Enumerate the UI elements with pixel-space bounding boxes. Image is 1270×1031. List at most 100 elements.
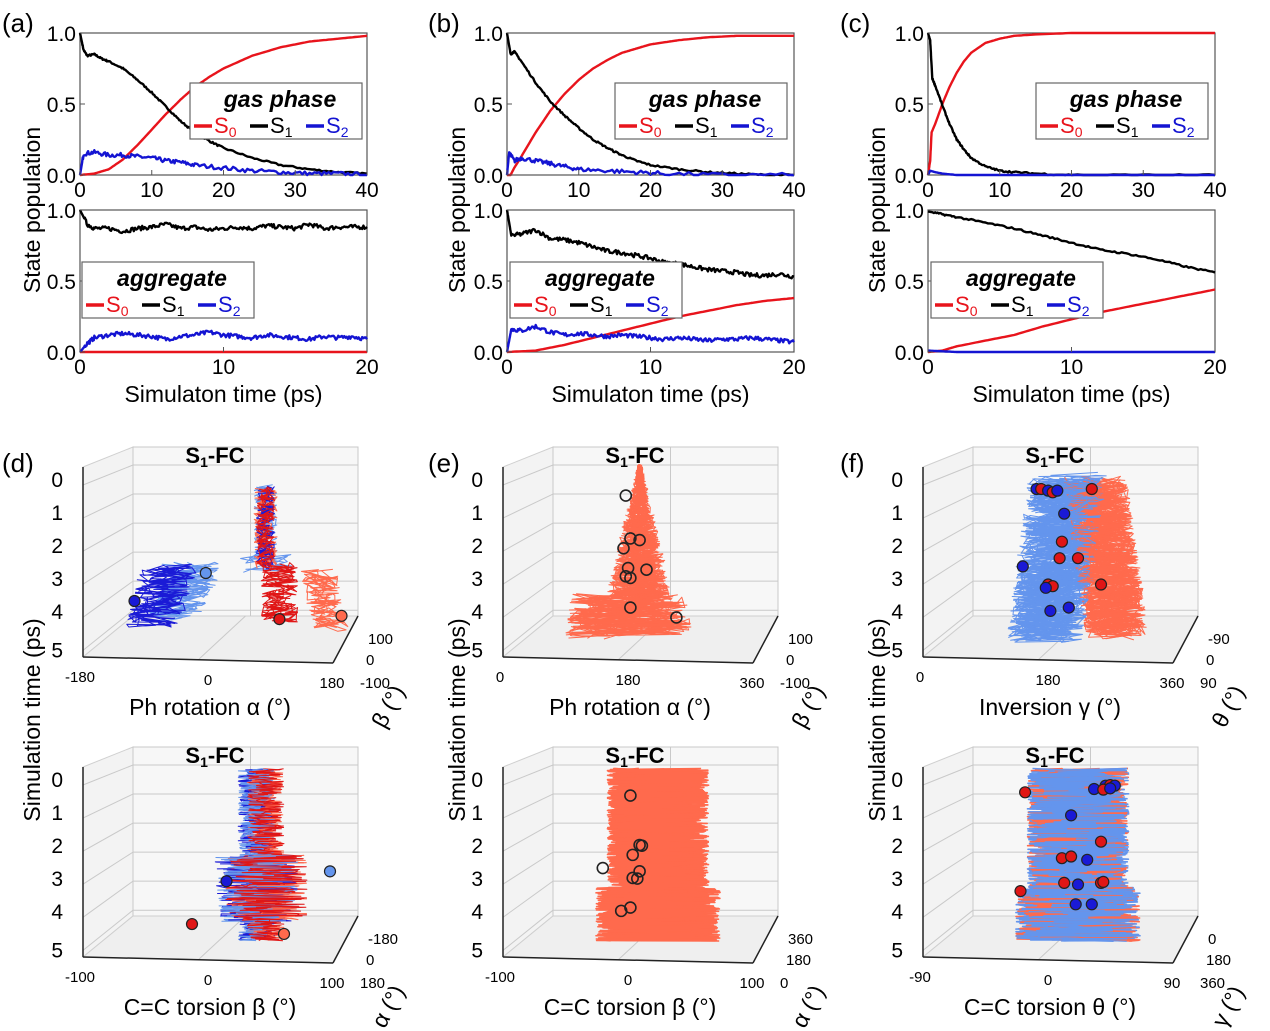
- trajectory-line: [256, 486, 276, 569]
- x-axis-label: Simulaton time (ps): [124, 381, 322, 407]
- hop-marker: [1094, 835, 1108, 848]
- hop-marker: [1058, 507, 1071, 520]
- legend-title: gas phase: [648, 86, 762, 112]
- depth-tick-label: 100: [788, 631, 813, 648]
- grid-line: [922, 493, 974, 519]
- series-line-S1: [78, 32, 368, 176]
- grid-line: [502, 609, 554, 651]
- series-line-S2: [505, 151, 794, 177]
- hop-marker: [624, 571, 637, 585]
- z-tick-label: 2: [891, 535, 903, 558]
- z-tick-label: 0: [51, 469, 63, 492]
- z-tick-label: 5: [471, 940, 483, 963]
- panel-title: S1-FC: [1025, 443, 1084, 470]
- legend-label-S2: S2: [751, 113, 774, 140]
- legend-label-S2: S2: [646, 292, 669, 319]
- x-axis-label: Simulaton time (ps): [551, 381, 749, 407]
- depth-tick-label: 180: [360, 975, 385, 992]
- trajectory-line: [215, 768, 298, 942]
- grid-line: [502, 522, 554, 552]
- depth-tick-label: 0: [780, 975, 788, 992]
- depth-axis-label: α (°): [786, 981, 830, 1031]
- z-tick-label: 4: [471, 601, 483, 624]
- series-line-S0: [927, 288, 1216, 354]
- grid-line: [922, 764, 974, 786]
- hop-marker: [1094, 578, 1108, 591]
- grid-line: [502, 851, 554, 885]
- y-tick-label: 0.0: [474, 165, 503, 188]
- series-line-S2: [926, 169, 1215, 177]
- hop-marker: [1064, 809, 1078, 822]
- y-axis-label-time: Simulation time (ps): [864, 618, 890, 821]
- depth-tick-label: 0: [786, 652, 794, 669]
- x-tick-label: -180: [65, 669, 95, 686]
- legend-label-S0: S0: [955, 292, 978, 319]
- z-tick-label: 0: [891, 469, 903, 492]
- grid-line: [82, 793, 134, 819]
- z-tick-label: 0: [471, 469, 483, 492]
- trajectory-line: [1063, 475, 1145, 638]
- y-axis-label: State population: [444, 127, 470, 293]
- x-tick-label: 20: [1060, 179, 1083, 202]
- z-tick-label: 5: [891, 640, 903, 663]
- legend-label-S0: S0: [534, 292, 557, 319]
- x-tick-label: 0: [501, 179, 513, 202]
- x-tick-label: 0: [496, 669, 504, 686]
- z-tick-label: 1: [471, 802, 483, 825]
- z-tick-label: 4: [891, 901, 903, 924]
- legend-label-S1: S1: [270, 113, 293, 140]
- x-axis-line: [82, 656, 334, 664]
- panel-label: (b): [428, 8, 460, 38]
- x-axis-line: [502, 956, 754, 964]
- y-tick-label: 0.5: [895, 271, 924, 294]
- z-tick-label: 2: [51, 535, 63, 558]
- z-tick-label: 4: [891, 601, 903, 624]
- depth-tick-label: 90: [1200, 675, 1217, 692]
- panel-label: (d): [2, 448, 34, 478]
- x-tick-label: 0: [922, 356, 934, 379]
- z-tick-label: 3: [471, 568, 483, 591]
- grid-line: [82, 493, 134, 519]
- series-line-S1: [927, 210, 1216, 274]
- hop-marker: [614, 904, 628, 918]
- chart-c-agg: 0.0 0.5 1.0 0 10 20 Simulaton time (ps) aggrega…: [895, 200, 1227, 407]
- x-tick-label: 40: [1203, 179, 1226, 202]
- x-axis-line: [82, 956, 334, 964]
- depth-axis-line: [752, 615, 779, 664]
- hop-marker: [1062, 601, 1075, 614]
- x-tick-label: -100: [65, 969, 95, 986]
- grid-line: [922, 822, 974, 852]
- grid-line: [922, 609, 974, 651]
- hop-marker: [1016, 560, 1029, 573]
- grid-line: [502, 580, 554, 618]
- grid-line: [82, 580, 134, 618]
- y-tick-label: 0.5: [474, 271, 503, 294]
- grid-line: [82, 909, 134, 951]
- hop-marker: [185, 917, 199, 931]
- x-tick-label: 0: [1044, 972, 1052, 989]
- z-tick-label: 1: [51, 502, 63, 525]
- grid-line: [197, 915, 246, 961]
- trajectory-line: [1064, 477, 1146, 641]
- x-axis-line: [922, 956, 1174, 964]
- legend-label-S2: S2: [1067, 292, 1090, 319]
- chart-b-agg: 0.0 0.5 1.0 0 10 20 Simulaton time (ps) aggrega…: [474, 200, 806, 407]
- hop-marker: [1071, 552, 1085, 565]
- x-tick-label: 20: [1203, 356, 1226, 379]
- hop-marker: [1071, 878, 1085, 891]
- y-tick-label: 1.0: [47, 200, 76, 223]
- y-tick-label: 1.0: [474, 200, 503, 223]
- grid-line: [82, 522, 134, 552]
- x-tick-label: 10: [639, 356, 662, 379]
- z-tick-label: 4: [51, 601, 63, 624]
- trajectory-line: [1015, 767, 1141, 942]
- x-tick-label: 90: [1164, 975, 1181, 992]
- panel3d-f-bot: S1-FC 0 1 2 3 4 5 -90 0 90 C=C torsion θ (°) 0 180 36…: [891, 743, 1249, 1031]
- grid-line: [82, 822, 134, 852]
- legend-title: aggregate: [966, 265, 1076, 291]
- z-tick-label: 1: [891, 802, 903, 825]
